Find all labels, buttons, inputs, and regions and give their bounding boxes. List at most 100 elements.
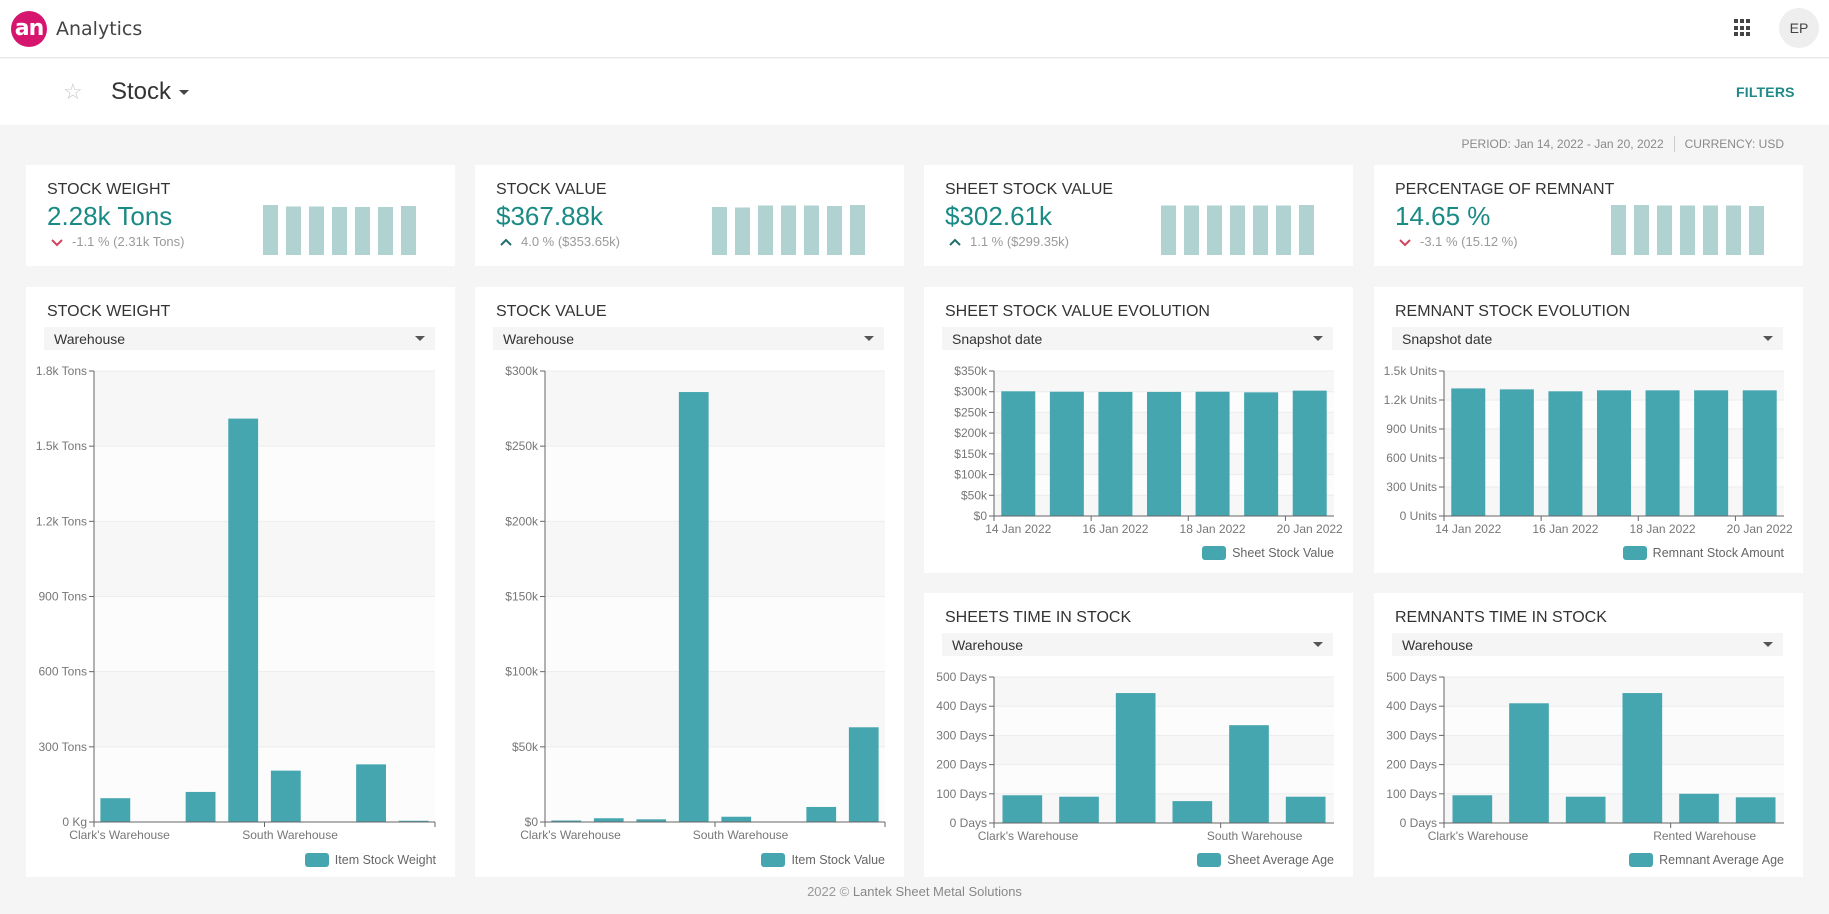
dimension-select[interactable]: Snapshot date [942,327,1333,350]
bar[interactable] [1002,795,1043,823]
bar[interactable] [1244,392,1279,516]
kpi-card[interactable]: STOCK WEIGHT 2.28k Tons -1.1 % (2.31k To… [26,165,455,266]
bar[interactable] [1049,391,1084,516]
bar[interactable] [1098,391,1133,516]
bar[interactable] [1115,693,1156,823]
y-tick-label: $200k [954,426,988,440]
bar[interactable] [806,806,837,822]
dimension-select[interactable]: Warehouse [44,327,435,350]
bar[interactable] [1172,801,1213,823]
x-tick-label: 20 Jan 2022 [1727,522,1793,536]
legend-label: Remnant Stock Amount [1652,546,1784,560]
bar[interactable] [100,798,131,822]
bar[interactable] [1597,390,1631,516]
kpi-sparkline [1611,205,1764,255]
page-title-dropdown[interactable]: Stock [111,78,190,106]
bar[interactable] [1195,391,1230,516]
y-tick-label: 100 Days [1386,787,1437,801]
y-tick-label: 1.2k Tons [36,514,87,528]
star-outline-icon[interactable]: ☆ [63,79,83,104]
user-avatar[interactable]: EP [1779,8,1819,48]
legend-swatch [1622,546,1647,560]
y-tick-label: 200 Days [936,758,987,772]
bar[interactable] [1229,725,1269,823]
caret-down-icon [415,336,425,341]
grid-band [994,677,1334,707]
kpi-card[interactable]: PERCENTAGE OF REMNANT 14.65 % -3.1 % (15… [1374,165,1803,266]
bar[interactable] [1645,390,1680,516]
chart-card-sheets-time-in-stock: 0 Days 100 Days 200 Days 300 Days 400 Days 50… [924,593,1353,877]
bar[interactable] [1509,703,1549,823]
bar[interactable] [1499,389,1534,516]
y-tick-label: 900 Units [1386,422,1437,436]
legend-swatch [1197,853,1222,867]
spark-bar [758,205,773,255]
chart-legend[interactable]: Item Stock Value [761,853,885,867]
bar[interactable] [1742,390,1777,516]
bar[interactable] [185,791,216,822]
legend-swatch [304,853,329,867]
chart-legend[interactable]: Remnant Average Age [1629,853,1784,867]
y-tick-label: 1.8k Tons [36,364,87,378]
kpi-title: STOCK WEIGHT [47,181,171,198]
spark-bar [378,207,393,255]
bar[interactable] [228,418,259,822]
bar[interactable] [1292,390,1327,516]
bar[interactable] [721,816,752,822]
grid-band [1444,677,1784,707]
spark-bar [827,206,842,255]
bar[interactable] [593,818,624,822]
bar[interactable] [1059,796,1099,823]
y-tick-label: $250k [954,405,988,419]
bar[interactable] [398,820,429,822]
bar[interactable] [1735,797,1776,823]
bar[interactable] [270,770,301,822]
kpi-value: 2.28k Tons [47,201,173,231]
chart-legend[interactable]: Sheet Average Age [1197,853,1334,867]
dimension-select[interactable]: Warehouse [942,633,1333,656]
page-header [0,59,1829,125]
bar[interactable] [1452,795,1493,823]
bar[interactable] [1285,796,1326,823]
chart-card-sheet-stock-evolution: $0 $50k $100k $150k $200k $250k $300k $350k 14 J… [924,287,1353,573]
chart-title: STOCK VALUE [496,303,607,320]
bar[interactable] [356,764,386,822]
bar-chart: $0 $50k $100k $150k $200k $250k $300k $350k 14 J… [954,364,1343,536]
grid-apps-icon[interactable] [1734,19,1752,37]
bar[interactable] [636,819,667,822]
bar[interactable] [1679,793,1719,823]
kpi-card[interactable]: STOCK VALUE $367.88k 4.0 % ($353.65k) [475,165,904,266]
x-tick-label: Clark's Warehouse [520,828,621,842]
app-logo[interactable]: an [11,10,47,47]
bar[interactable] [678,392,709,822]
dimension-select[interactable]: Warehouse [493,327,884,350]
bar[interactable] [1147,391,1181,516]
bar[interactable] [848,727,879,822]
chart-legend[interactable]: Item Stock Weight [304,853,436,867]
bar[interactable] [1565,796,1606,823]
kpi-sparkline [712,205,865,255]
spark-bar [1207,205,1222,255]
bar[interactable] [1622,693,1663,823]
chart-legend[interactable]: Remnant Stock Amount [1622,546,1784,560]
grid-band [994,735,1334,765]
spark-bar [263,205,278,255]
grid-band [994,764,1334,794]
y-tick-label: 300 Units [1386,480,1437,494]
bar[interactable] [1001,391,1036,516]
caret-down-icon [1763,336,1773,341]
bar[interactable] [1694,390,1729,516]
kpi-card[interactable]: SHEET STOCK VALUE $302.61k 1.1 % ($299.3… [924,165,1353,266]
bar-chart: 0 Kg 300 Tons 600 Tons 900 Tons 1.2k Tons 1.5… [36,364,436,842]
spark-bar [401,206,416,255]
dimension-select[interactable]: Snapshot date [1392,327,1783,350]
filters-button[interactable]: FILTERS [1736,84,1795,100]
bar[interactable] [1451,388,1486,516]
x-tick-label: Clark's Warehouse [1428,829,1529,843]
bar[interactable] [551,820,582,822]
bar[interactable] [1548,391,1583,516]
dimension-select-value: Snapshot date [952,330,1043,347]
grid-band [994,793,1334,823]
dimension-select[interactable]: Warehouse [1392,633,1783,656]
chart-legend[interactable]: Sheet Stock Value [1202,546,1334,560]
